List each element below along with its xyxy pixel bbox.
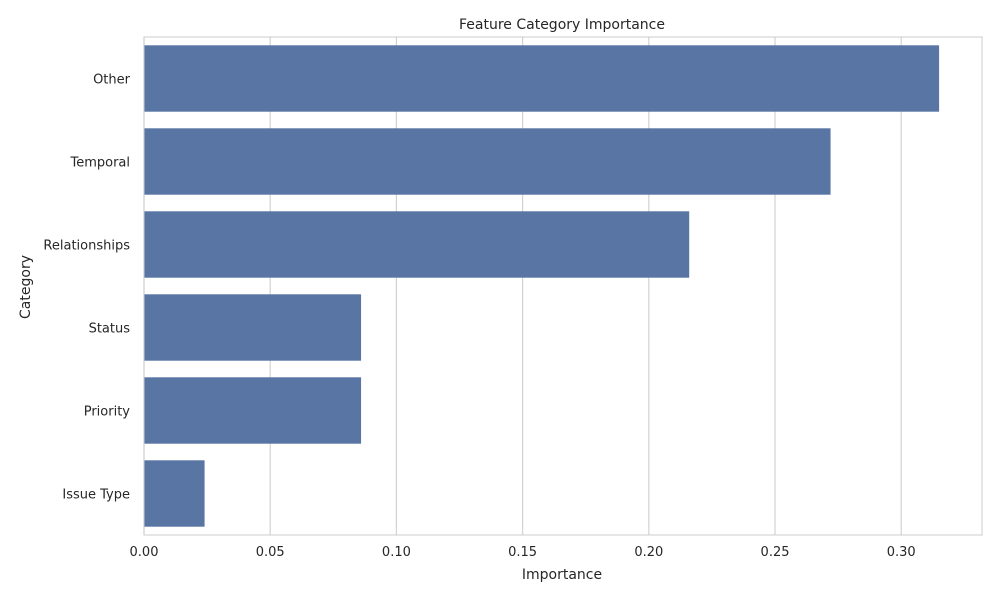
x-tick-label: 0.20 [634, 545, 663, 560]
bar-priority [144, 377, 362, 444]
x-tick-label: 0.25 [761, 545, 790, 560]
x-tick-label: 0.15 [508, 545, 537, 560]
bar-other [144, 45, 940, 112]
x-tick-label: 0.10 [382, 545, 411, 560]
x-axis-title: Importance [522, 567, 602, 583]
y-tick-label: Priority [84, 405, 131, 420]
plot-frame [143, 36, 983, 536]
bar-temporal [144, 128, 831, 195]
x-axis-ticks: 0.00 0.05 0.10 0.15 0.20 0.25 0.30 [130, 545, 916, 560]
y-tick-label: Other [93, 73, 131, 88]
y-tick-label: Status [89, 322, 131, 337]
x-tick-label: 0.00 [130, 545, 159, 560]
y-tick-label: Temporal [69, 156, 130, 171]
chart-title: Feature Category Importance [459, 17, 665, 33]
y-tick-label: Issue Type [62, 488, 130, 503]
bars [144, 45, 940, 527]
bar-relationships [144, 211, 690, 278]
x-tick-label: 0.05 [256, 545, 285, 560]
y-axis-title: Category [18, 255, 34, 319]
y-tick-label: Relationships [43, 239, 130, 254]
x-tick-label: 0.30 [887, 545, 916, 560]
bar-issue-type [144, 460, 205, 527]
bar-status [144, 294, 362, 361]
y-axis-ticks: Other Temporal Relationships Status Priority… [43, 73, 130, 503]
